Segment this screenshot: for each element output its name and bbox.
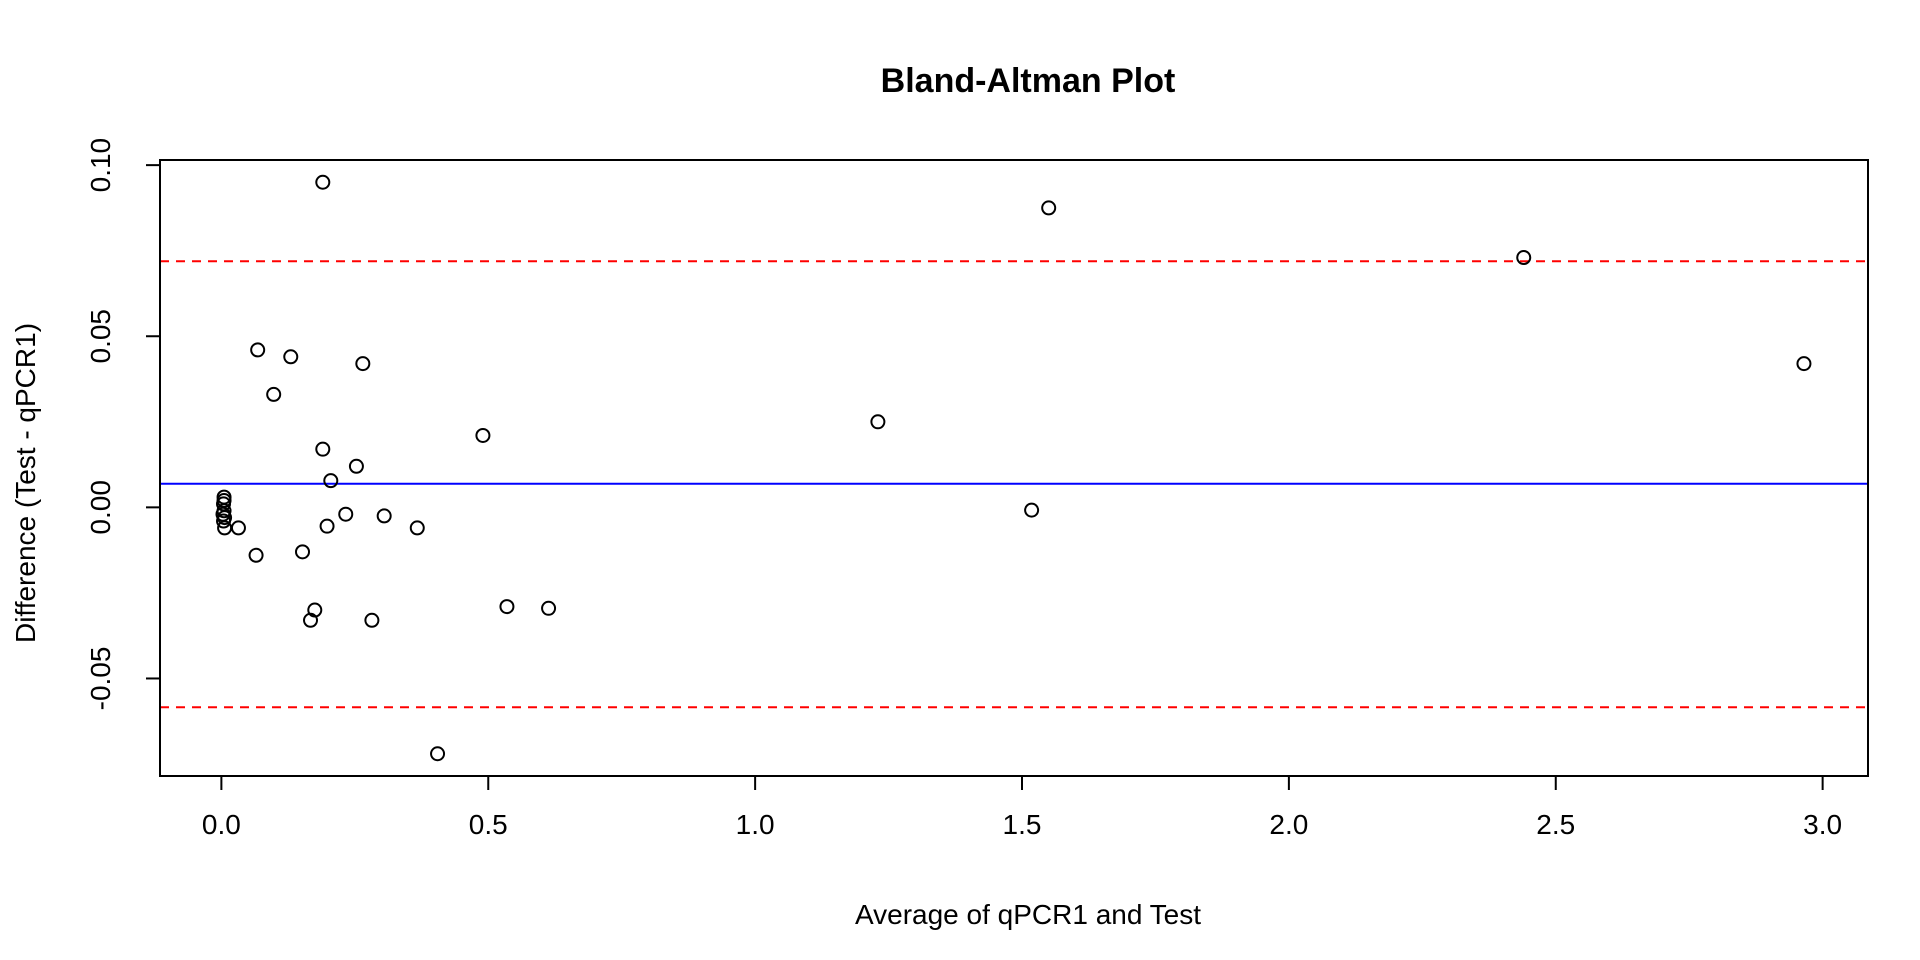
data-point xyxy=(499,599,515,615)
y-tick-label: -0.05 xyxy=(85,647,116,711)
data-point xyxy=(283,349,299,365)
data-point xyxy=(250,342,266,358)
x-tick-label: 2.5 xyxy=(1536,809,1575,840)
data-point xyxy=(266,386,282,402)
y-tick-label: 0.00 xyxy=(85,480,116,535)
x-axis: 0.0 0.5 1.0 1.5 2.0 2.5 3.0 xyxy=(202,775,1842,840)
x-tick-label: 1.0 xyxy=(736,809,775,840)
data-point xyxy=(307,602,323,618)
data-point xyxy=(295,544,311,560)
chart-title: Bland-Altman Plot xyxy=(881,62,1176,100)
y-tick-label: 0.05 xyxy=(85,309,116,364)
data-point xyxy=(216,513,232,529)
x-tick-label: 0.5 xyxy=(469,809,508,840)
data-point xyxy=(376,508,392,524)
data-point xyxy=(248,547,264,563)
data-point xyxy=(348,458,364,474)
data-point xyxy=(355,356,371,372)
reference-lines xyxy=(160,260,1868,709)
data-point xyxy=(409,520,425,536)
data-point xyxy=(1516,250,1532,266)
data-point xyxy=(319,518,335,534)
x-axis-label: Average of qPCR1 and Test xyxy=(855,899,1201,930)
x-tick-label: 1.5 xyxy=(1003,809,1042,840)
data-point xyxy=(1796,356,1812,372)
data-point xyxy=(315,441,331,457)
x-tick-label: 0.0 xyxy=(202,809,241,840)
data-point xyxy=(430,746,446,762)
x-tick-label: 3.0 xyxy=(1803,809,1842,840)
data-point xyxy=(1024,502,1040,518)
y-tick-label: 0.10 xyxy=(85,138,116,193)
y-axis: -0.05 0.00 0.05 0.10 xyxy=(85,138,161,711)
x-tick-label: 2.0 xyxy=(1269,809,1308,840)
data-points xyxy=(215,174,1812,762)
data-point xyxy=(323,473,339,489)
data-point xyxy=(1041,200,1057,216)
data-point xyxy=(230,520,246,536)
data-point xyxy=(870,414,886,430)
y-axis-label: Difference (Test - qPCR1) xyxy=(10,323,41,643)
data-point xyxy=(475,427,491,443)
plot-frame xyxy=(159,159,1869,777)
data-point xyxy=(315,174,331,190)
data-point xyxy=(364,612,380,628)
data-point xyxy=(541,600,557,616)
data-point xyxy=(338,506,354,522)
